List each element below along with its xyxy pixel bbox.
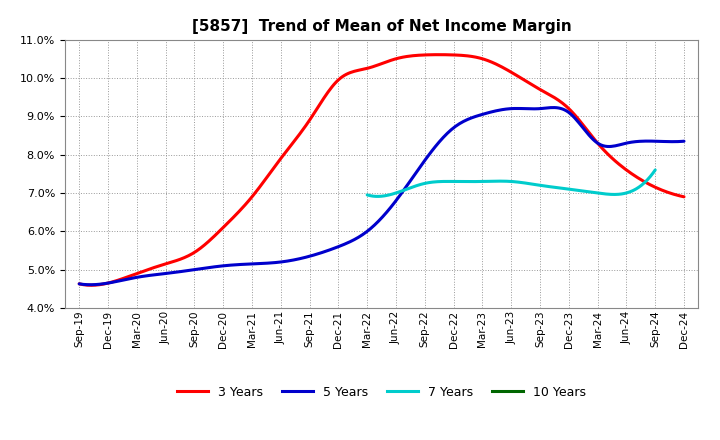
3 Years bbox=[439, 52, 448, 57]
Line: 3 Years: 3 Years bbox=[79, 55, 684, 285]
3 Years bbox=[77, 282, 86, 287]
Line: 7 Years: 7 Years bbox=[367, 170, 655, 196]
7 Years bbox=[540, 183, 549, 189]
3 Years bbox=[437, 52, 446, 57]
3 Years bbox=[75, 281, 84, 286]
7 Years bbox=[363, 192, 372, 198]
7 Years bbox=[374, 194, 382, 199]
7 Years bbox=[534, 183, 543, 188]
Line: 5 Years: 5 Years bbox=[79, 107, 684, 285]
5 Years bbox=[437, 137, 446, 142]
5 Years bbox=[447, 127, 456, 132]
7 Years bbox=[535, 183, 544, 188]
7 Years bbox=[625, 190, 634, 195]
5 Years bbox=[548, 105, 557, 110]
3 Years bbox=[449, 52, 458, 58]
7 Years bbox=[651, 167, 660, 172]
3 Years bbox=[589, 135, 598, 140]
5 Years bbox=[77, 282, 86, 287]
5 Years bbox=[680, 139, 688, 144]
5 Years bbox=[75, 281, 84, 286]
5 Years bbox=[589, 137, 598, 142]
Legend: 3 Years, 5 Years, 7 Years, 10 Years: 3 Years, 5 Years, 7 Years, 10 Years bbox=[172, 381, 591, 404]
3 Years bbox=[680, 194, 688, 199]
5 Years bbox=[435, 139, 444, 144]
Title: [5857]  Trend of Mean of Net Income Margin: [5857] Trend of Mean of Net Income Margi… bbox=[192, 19, 572, 34]
3 Years bbox=[435, 52, 444, 57]
7 Years bbox=[364, 193, 372, 198]
7 Years bbox=[606, 192, 615, 197]
3 Years bbox=[627, 171, 636, 176]
5 Years bbox=[87, 282, 96, 287]
5 Years bbox=[627, 139, 636, 145]
3 Years bbox=[87, 282, 96, 288]
